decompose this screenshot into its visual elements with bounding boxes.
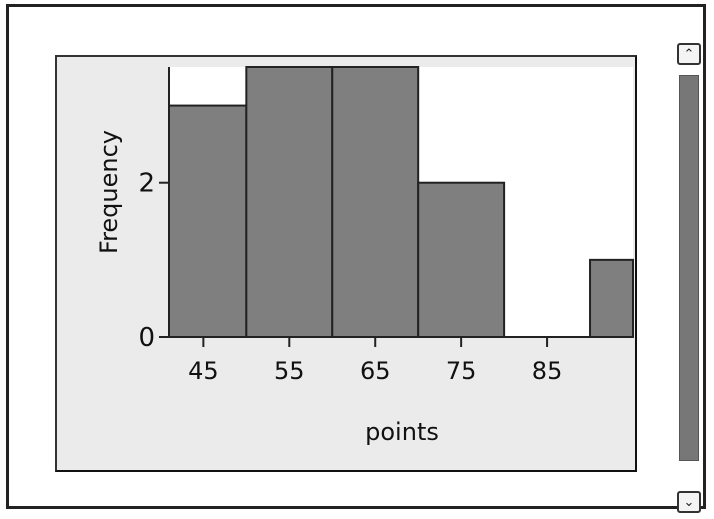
histogram-bar (168, 104, 248, 339)
y-tick-label: 0 (138, 323, 155, 353)
histogram-bar (589, 258, 635, 339)
histogram-bar (417, 181, 506, 339)
histogram-bar (331, 66, 420, 338)
scroll-down-button[interactable]: ⌄ (677, 491, 701, 513)
scroll-track[interactable] (679, 69, 699, 489)
histogram-bar (245, 66, 334, 338)
x-tick-label: 55 (274, 357, 305, 385)
vertical-scrollbar[interactable]: ⌃ ⌄ (677, 43, 703, 515)
chevron-up-icon: ⌃ (683, 46, 695, 62)
y-axis-label: Frequency (95, 130, 123, 254)
x-tick-label: 75 (446, 357, 477, 385)
window-frame: 0 2 45 55 65 75 85 points Frequency ⌃ ⌄ (6, 4, 706, 513)
scroll-up-button[interactable]: ⌃ (677, 43, 701, 65)
plot-panel: 0 2 45 55 65 75 85 points Frequency (55, 55, 637, 472)
scroll-thumb[interactable] (679, 75, 699, 461)
x-tick-label: 45 (188, 357, 219, 385)
histogram-chart: 0 2 45 55 65 75 85 points Frequency (95, 66, 635, 446)
chevron-down-icon: ⌄ (683, 494, 695, 510)
x-axis-label: points (365, 418, 439, 446)
y-tick-label: 2 (138, 169, 155, 199)
x-tick-label: 65 (360, 357, 391, 385)
x-tick-label: 85 (532, 357, 563, 385)
